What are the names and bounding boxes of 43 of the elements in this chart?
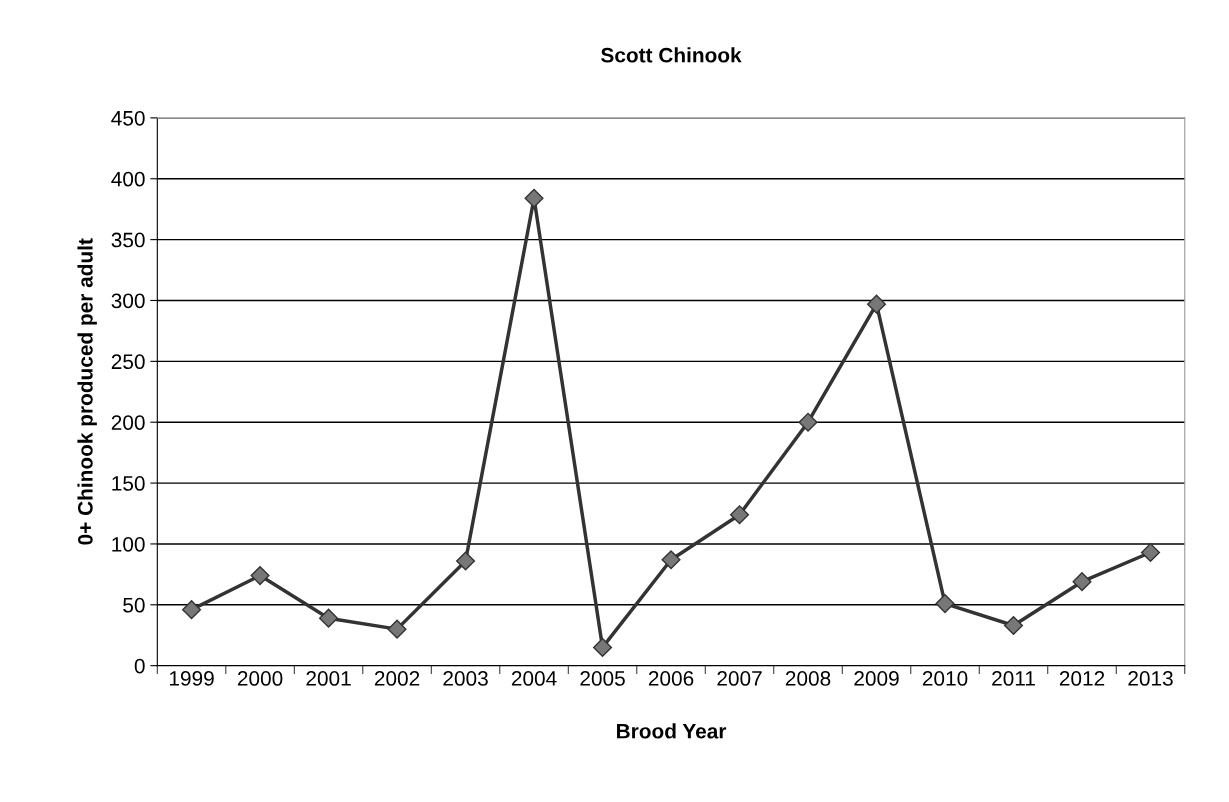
x-tick-label: 2012 xyxy=(1059,671,1105,686)
x-tick-label: 2005 xyxy=(580,671,625,686)
x-tick-label: 1999 xyxy=(169,671,214,686)
point xyxy=(182,600,202,620)
x-tick-label: 2007 xyxy=(717,671,762,686)
x-tick-label: 2001 xyxy=(306,671,351,686)
y-tick-label: 300 xyxy=(111,293,145,309)
point xyxy=(729,505,750,525)
x-tick-label: 2006 xyxy=(648,671,694,686)
y-tick-label: 350 xyxy=(111,232,145,248)
y-tick-label: 50 xyxy=(123,597,145,613)
y-tick-label: 250 xyxy=(111,354,145,370)
y-tick-label: 100 xyxy=(112,536,145,552)
point xyxy=(456,551,476,571)
x-tick-label: 2009 xyxy=(854,671,899,686)
y-tick-label: 450 xyxy=(111,110,145,126)
y-tick-label: 150 xyxy=(112,476,145,491)
x-tick-label: 2011 xyxy=(992,671,1035,686)
x-tick-label: 2010 xyxy=(922,671,968,686)
point xyxy=(250,566,270,586)
point xyxy=(661,550,681,570)
point xyxy=(387,619,407,639)
point xyxy=(524,188,544,208)
point xyxy=(866,294,887,314)
x-tick-label: 2004 xyxy=(511,671,557,686)
x-tick-label: 2013 xyxy=(1128,671,1173,686)
point xyxy=(1072,572,1092,592)
x-tick-label: 2008 xyxy=(785,671,831,686)
x-tick-label: 2000 xyxy=(237,671,283,686)
y-axis-title: 0+ Chinook produced per adult xyxy=(77,238,97,545)
y-tick-label: 200 xyxy=(111,415,145,430)
point xyxy=(1003,615,1024,636)
x-tick-label: 2003 xyxy=(443,671,488,686)
y-tick-label: 0 xyxy=(134,658,145,674)
chart-title: Scott Chinook xyxy=(601,47,742,63)
point xyxy=(798,412,818,432)
y-tick-label: 400 xyxy=(111,171,145,187)
point xyxy=(593,637,613,657)
point xyxy=(319,608,339,628)
x-tick-label: 2002 xyxy=(374,671,420,686)
point xyxy=(1140,542,1161,562)
x-axis-title: Brood Year xyxy=(617,723,727,739)
point xyxy=(935,594,955,614)
